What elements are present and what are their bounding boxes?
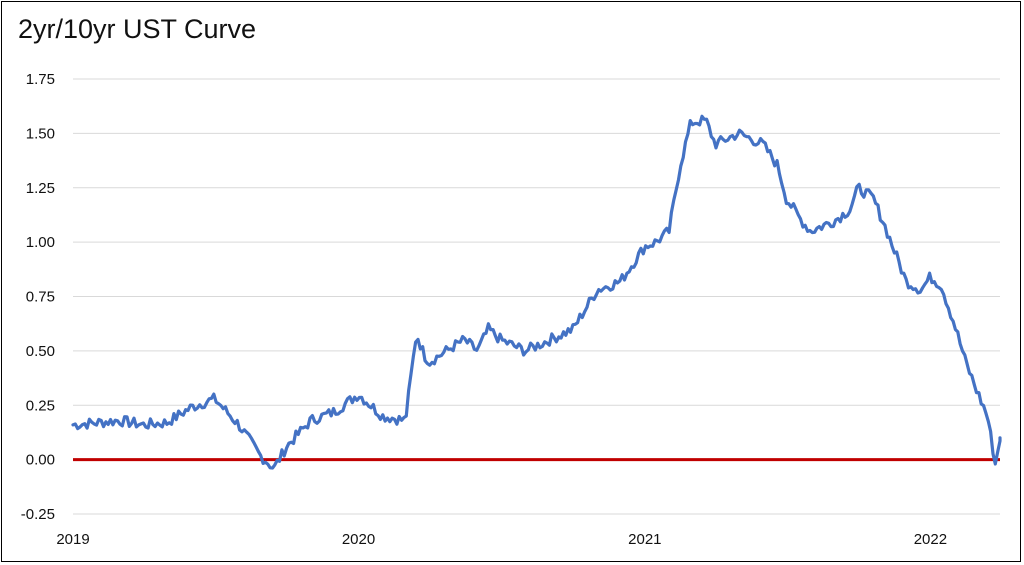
y-tick-label: 0.25 — [26, 397, 55, 414]
x-tick-label: 2022 — [914, 531, 947, 548]
series-line — [71, 114, 1002, 470]
y-axis-ticks: 1.75 1.50 1.25 1.00 0.75 0.50 0.25 0.00 -0.25 — [21, 71, 55, 523]
x-tick-label: 2020 — [342, 531, 375, 548]
y-tick-label: -0.25 — [21, 506, 55, 523]
y-tick-label: 1.50 — [26, 125, 55, 142]
y-tick-label: 0.75 — [26, 289, 55, 306]
y-tick-label: 0.50 — [26, 343, 55, 360]
y-tick-label: 1.75 — [26, 71, 55, 88]
gridlines — [73, 78, 1000, 515]
chart-title: 2yr/10yr UST Curve — [18, 14, 257, 44]
x-tick-label: 2021 — [628, 531, 661, 548]
series-group — [71, 114, 1002, 470]
x-axis-ticks: 2019 2020 2021 2022 — [56, 531, 947, 548]
y-tick-label: 1.25 — [26, 180, 55, 197]
y-tick-label: 0.00 — [26, 452, 55, 469]
x-tick-label: 2019 — [56, 531, 89, 548]
y-tick-label: 1.00 — [26, 234, 55, 251]
